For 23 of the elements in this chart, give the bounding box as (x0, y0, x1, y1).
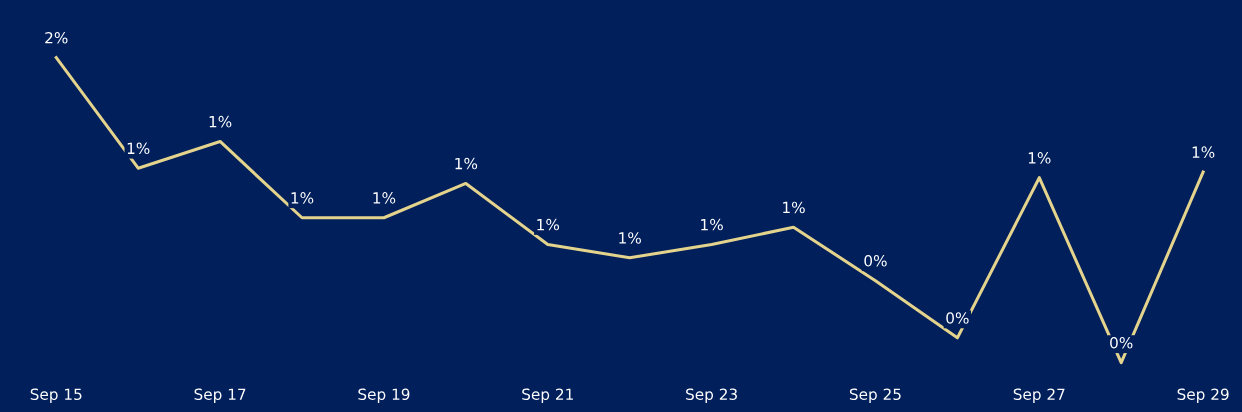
data-label: 1% (537, 218, 560, 231)
x-tick-label: Sep 21 (522, 388, 573, 403)
x-tick-label: Sep 27 (1013, 388, 1065, 403)
x-tick-label: Sep 15 (30, 388, 82, 403)
data-label: 1% (783, 201, 805, 214)
data-label: 1% (209, 115, 232, 128)
data-label: 1% (455, 157, 478, 170)
x-tick-label: Sep 29 (1177, 388, 1229, 403)
data-label: 0% (946, 312, 969, 324)
data-label: 1% (291, 192, 314, 204)
data-label: 0% (864, 255, 887, 267)
data-label: 1% (1192, 146, 1215, 158)
x-tick-label: Sep 23 (686, 388, 737, 403)
x-tick-label: Sep 25 (849, 388, 901, 403)
data-label: 1% (373, 192, 396, 204)
data-label: 2% (45, 31, 68, 44)
x-tick-label: Sep 17 (194, 388, 246, 403)
data-label: 1% (1028, 152, 1051, 164)
x-tick-label: Sep 19 (358, 388, 410, 403)
data-label: 1% (701, 218, 723, 231)
data-label: 1% (619, 232, 641, 244)
data-label: 0% (1110, 337, 1133, 349)
data-label: 1% (127, 142, 150, 155)
